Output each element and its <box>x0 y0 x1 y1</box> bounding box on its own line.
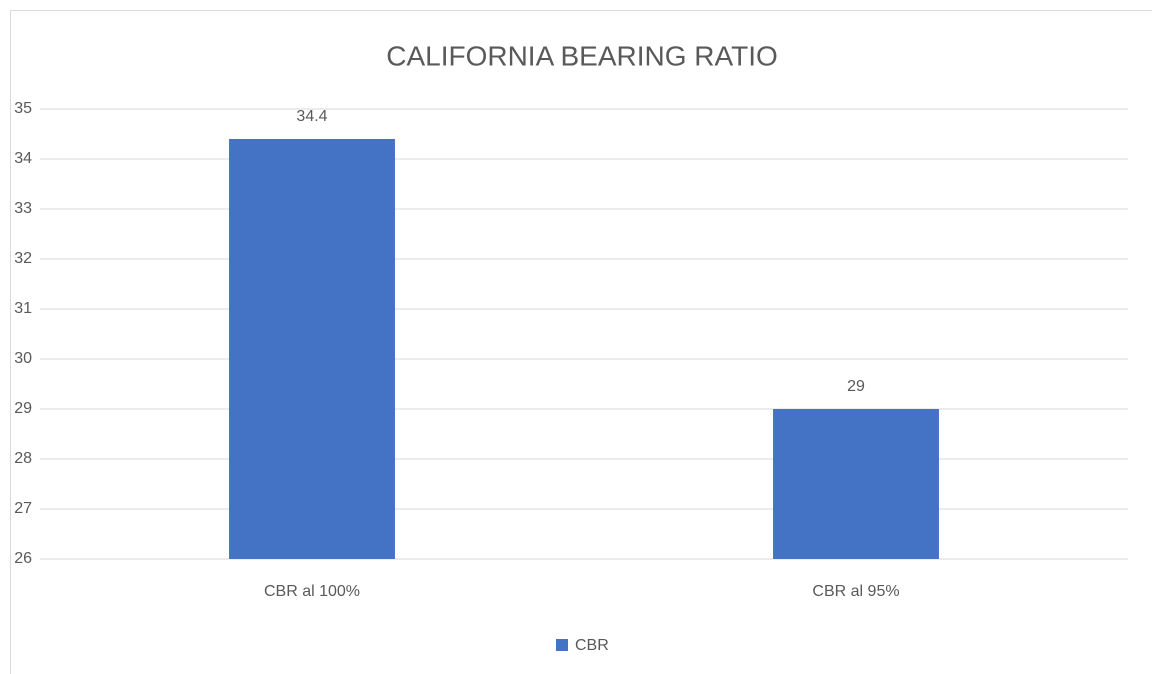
chart-title: CALIFORNIA BEARING RATIO <box>386 40 778 71</box>
data-label: 34.4 <box>296 108 327 125</box>
y-tick-label: 32 <box>14 250 32 267</box>
y-tick-label: 29 <box>14 400 32 417</box>
bar <box>773 409 939 559</box>
y-tick-label: 33 <box>14 200 32 217</box>
data-label: 29 <box>847 378 865 395</box>
legend-swatch <box>556 639 568 651</box>
y-tick-label: 31 <box>14 300 32 317</box>
y-tick-label: 30 <box>14 350 32 367</box>
y-tick-label: 34 <box>14 150 32 167</box>
y-tick-label: 27 <box>14 500 32 517</box>
x-tick-label: CBR al 100% <box>264 583 360 600</box>
x-tick-label: CBR al 95% <box>812 583 899 600</box>
y-tick-label: 28 <box>14 450 32 467</box>
chart-frame <box>10 10 1152 674</box>
legend-label: CBR <box>575 637 609 654</box>
y-tick-label: 35 <box>14 100 32 117</box>
y-tick-label: 26 <box>14 550 32 567</box>
bar <box>229 139 395 559</box>
